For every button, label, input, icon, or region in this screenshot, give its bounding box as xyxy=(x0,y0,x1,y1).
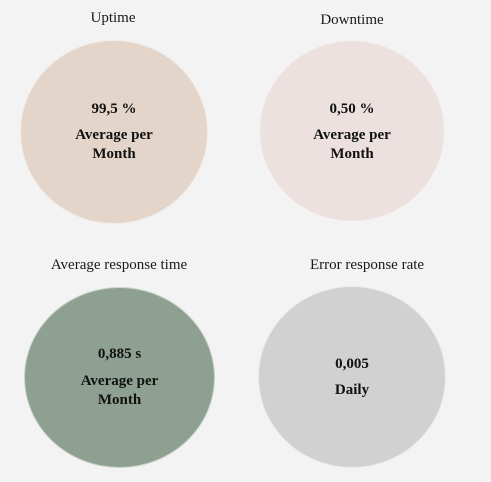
downtime-title: Downtime xyxy=(320,12,384,28)
response-time-caption-line1: Average per xyxy=(80,373,159,389)
response-time-title: Average response time xyxy=(50,257,188,273)
downtime-caption-line2: Month xyxy=(330,146,374,162)
downtime-caption: Average per Month xyxy=(270,126,434,164)
uptime-caption: Average per Month xyxy=(31,126,197,164)
uptime-title: Uptime xyxy=(90,10,136,26)
error-rate-caption: Daily xyxy=(269,381,435,400)
downtime-value: 0,50 % xyxy=(329,101,375,117)
uptime-value: 99,5 % xyxy=(91,101,137,117)
response-time-value: 0,885 s xyxy=(97,346,142,362)
error-rate-value: 0,005 xyxy=(335,356,369,372)
downtime-caption-line1: Average per xyxy=(313,127,391,143)
error-rate-title: Error response rate xyxy=(309,257,425,273)
response-time-caption-line2: Month xyxy=(97,392,142,408)
downtime-circle: 0,50 % Average per Month xyxy=(259,40,445,222)
response-time-caption: Average per Month xyxy=(35,372,204,410)
error-rate-circle: 0,005 Daily xyxy=(258,286,446,468)
uptime-circle: 99,5 % Average per Month xyxy=(20,40,208,224)
uptime-caption-line1: Average per xyxy=(75,127,153,143)
error-rate-caption-line1: Daily xyxy=(334,382,370,398)
uptime-caption-line2: Month xyxy=(92,146,136,162)
response-time-circle: 0,885 s Average per Month xyxy=(24,287,215,468)
